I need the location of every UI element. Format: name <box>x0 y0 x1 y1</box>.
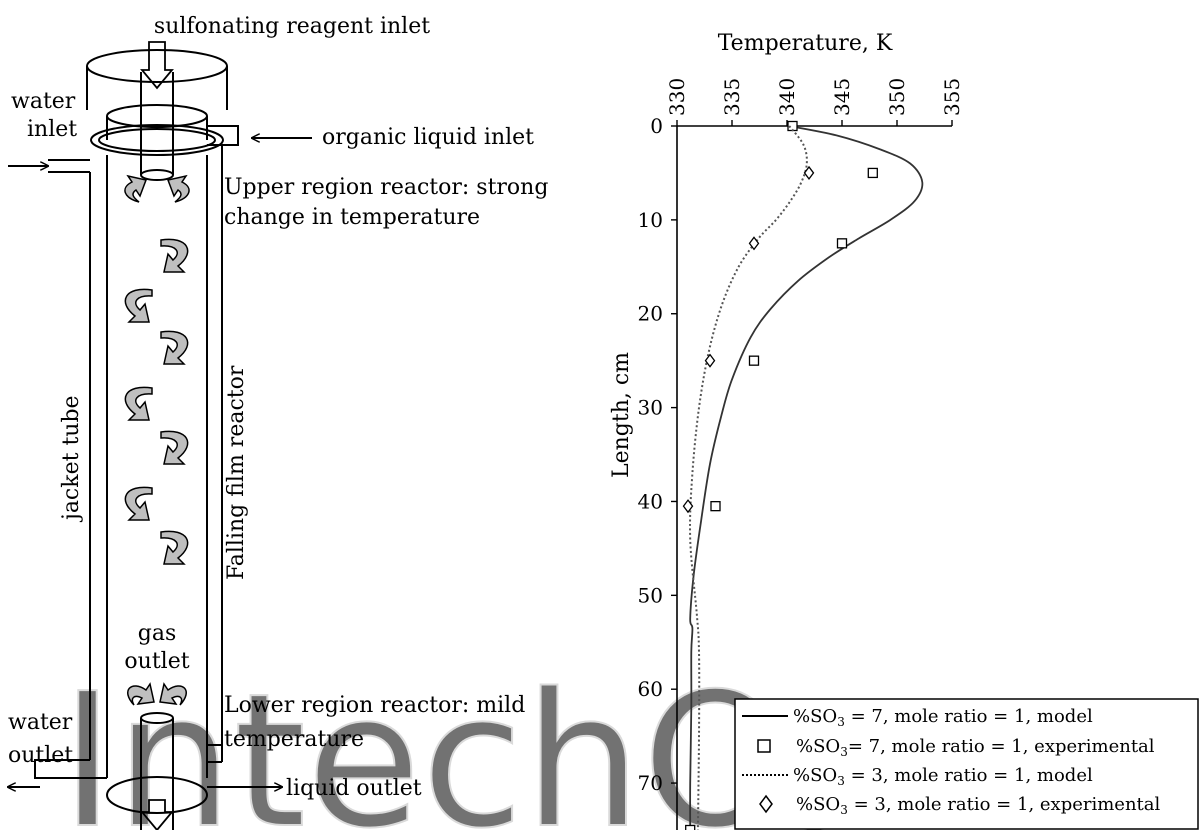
chart-series <box>682 120 924 830</box>
legend-box <box>734 698 1199 830</box>
diagram-labels: sulfonating reagent inlet water inlet or… <box>8 14 548 801</box>
y-tick-label: 40 <box>638 489 663 513</box>
curl-arrow-icon <box>160 330 189 365</box>
y-axis-title: Length, cm <box>609 352 634 478</box>
model-line-7 <box>689 125 924 830</box>
x-tick-label: 355 <box>940 78 964 116</box>
water-inlet-label: inlet <box>27 117 77 142</box>
gas-outlet-label: outlet <box>124 649 189 674</box>
lower-region-label: Lower region reactor: mild <box>224 693 525 718</box>
legend-diamond-swatch <box>759 794 773 814</box>
water-inlet-label: water <box>11 89 76 114</box>
x-tick-label: 345 <box>830 78 854 116</box>
reagent-inlet-arrow-icon <box>140 41 174 90</box>
data-point-diamond <box>748 236 760 251</box>
distribution-plate <box>90 124 224 156</box>
data-point-square <box>748 355 760 366</box>
top-cylinder <box>86 49 228 181</box>
organic-inlet-label: organic liquid inlet <box>322 125 534 150</box>
data-point-square <box>867 167 878 179</box>
data-point-diamond <box>803 165 815 181</box>
water-outlet-label: outlet <box>8 743 73 768</box>
flow-arrows <box>8 41 312 830</box>
reactor-diagram <box>8 41 312 830</box>
chart-axes: 330 335 340 345 350 355 0 10 20 30 40 50 60 70 <box>638 78 964 830</box>
curl-arrow-icon <box>159 682 187 706</box>
y-tick-label: 70 <box>638 771 663 795</box>
y-tick-label: 0 <box>650 114 663 138</box>
upper-region-label: change in temperature <box>224 205 480 230</box>
y-tick-label: 60 <box>638 677 663 701</box>
curl-arrow-icon <box>124 288 153 323</box>
y-tick-label: 20 <box>638 302 663 326</box>
bottom-outlet-arrow-icon <box>140 799 174 830</box>
series-2 <box>685 120 878 830</box>
y-tick-label: 50 <box>638 583 663 607</box>
legend-label: %SO3 = 3, mole ratio = 1, model <box>793 765 1093 788</box>
legend-square-swatch <box>757 739 771 753</box>
curl-arrow-icon <box>127 682 155 706</box>
data-point-square <box>836 238 848 249</box>
reactor-tubes <box>48 145 223 778</box>
model-line-3 <box>689 125 808 830</box>
upper-region-label: Upper region reactor: strong <box>224 175 548 200</box>
curl-arrow-icon <box>166 174 190 203</box>
gas-outlet-label: gas <box>138 621 177 646</box>
curl-arrow-icon <box>124 486 153 521</box>
legend-label: %SO3 = 7, mole ratio = 1, model <box>793 706 1093 729</box>
jacket-tube-label: jacket tube <box>59 395 84 523</box>
curl-arrow-icon <box>160 530 189 565</box>
top-cylinder-cap <box>86 49 228 83</box>
data-point-square <box>710 501 721 512</box>
water-outlet-label: water <box>8 710 73 735</box>
x-tick-label: 330 <box>665 78 689 116</box>
legend-label: %SO3= 7, mole ratio = 1, experimental <box>796 736 1155 759</box>
curl-arrow-icon <box>124 386 153 421</box>
x-tick-label: 350 <box>885 78 909 116</box>
series-3 <box>689 125 808 830</box>
y-tick-label: 30 <box>638 396 663 420</box>
curl-arrow-icon <box>124 174 148 203</box>
legend-label: %SO3 = 3, mole ratio = 1, experimental <box>796 794 1161 817</box>
data-point-square <box>685 824 696 830</box>
bottom-collector <box>106 776 208 814</box>
inner-cylinder-cap <box>106 104 208 128</box>
swirl-arrows <box>124 174 190 706</box>
lower-region-label: temperature <box>224 727 364 752</box>
reagent-inlet-label: sulfonating reagent inlet <box>154 14 430 39</box>
liquid-outlet-label: liquid outlet <box>286 776 422 801</box>
water-outlet-stub <box>34 759 107 779</box>
curl-arrow-icon <box>160 430 189 465</box>
chart-legend: %SO3 = 7, mole ratio = 1, model %SO3= 7, … <box>734 698 1199 830</box>
x-tick-label: 340 <box>775 78 799 116</box>
temperature-profile-chart: Temperature, K Length, cm 330 335 340 345 35… <box>609 31 1199 830</box>
x-tick-label: 335 <box>720 78 744 116</box>
x-axis-title: Temperature, K <box>718 31 893 56</box>
curl-arrow-icon <box>160 238 189 273</box>
data-point-diamond <box>682 499 694 514</box>
data-point-diamond <box>704 353 716 368</box>
series-4 <box>682 165 815 514</box>
y-tick-label: 10 <box>638 208 663 232</box>
series-1 <box>689 125 924 830</box>
falling-film-label: Falling film reactor <box>224 365 249 580</box>
